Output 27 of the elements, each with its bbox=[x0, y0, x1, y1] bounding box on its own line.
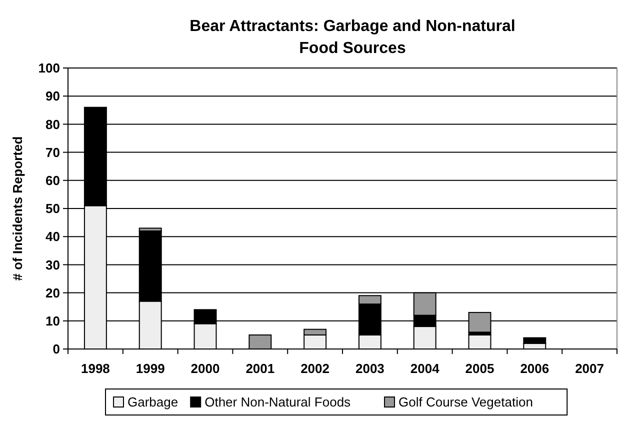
y-tick-label: 50 bbox=[46, 201, 60, 216]
y-tick-label: 0 bbox=[52, 342, 60, 357]
x-tick-label: 2007 bbox=[575, 361, 604, 376]
x-tick-label: 2006 bbox=[520, 361, 550, 376]
legend-label: Golf Course Vegetation bbox=[398, 394, 533, 410]
y-tick-label: 20 bbox=[46, 285, 60, 300]
x-tick-label: 1999 bbox=[136, 361, 165, 376]
x-tick-label: 2005 bbox=[465, 361, 494, 376]
chart-title: Bear Attractants: Garbage and Non-natural Food Sources bbox=[190, 18, 516, 57]
y-axis-title: # of Incidents Reported bbox=[10, 136, 25, 281]
y-tick-label: 90 bbox=[46, 88, 60, 104]
y-tick-label: 70 bbox=[46, 144, 60, 160]
x-tick-label: 2001 bbox=[246, 361, 275, 376]
legend-label: Other Non-Natural Foods bbox=[204, 394, 352, 410]
y-tick-label: 40 bbox=[46, 229, 60, 244]
x-tick-label: 2000 bbox=[190, 361, 220, 376]
x-tick-label: 2003 bbox=[355, 361, 384, 376]
bar bbox=[248, 334, 272, 350]
x-tick-label: 2004 bbox=[410, 361, 440, 376]
y-tick-label: 100 bbox=[38, 60, 60, 76]
y-tick-label: 30 bbox=[46, 257, 60, 272]
x-tick-label: 2002 bbox=[300, 361, 330, 376]
legend-label: Garbage bbox=[128, 394, 178, 410]
y-tick-label: 60 bbox=[46, 172, 60, 188]
x-tick-label: 1998 bbox=[80, 361, 110, 376]
y-tick-label: 80 bbox=[46, 116, 60, 132]
y-tick-label: 10 bbox=[46, 313, 60, 328]
